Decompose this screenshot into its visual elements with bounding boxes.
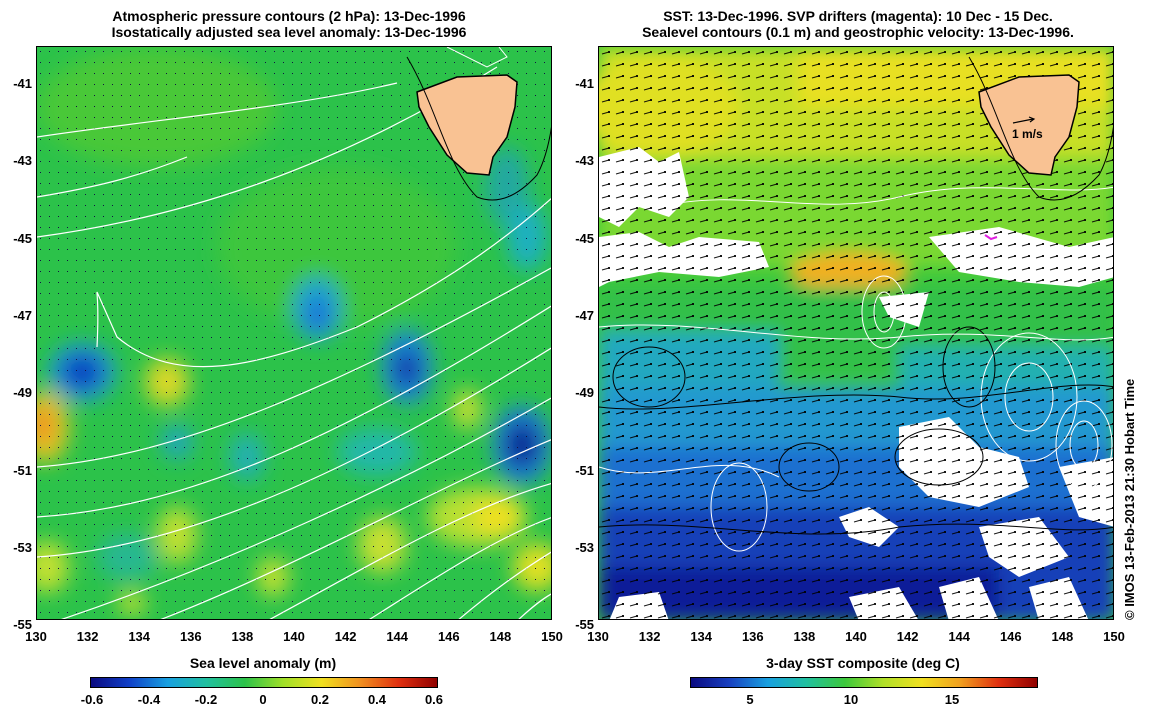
sea-level-colorbar [90, 677, 438, 688]
colorbar-tick-label: 0.6 [424, 692, 444, 707]
lon-tick-label: 148 [1051, 629, 1074, 644]
left-colorbar-title: Sea level anomaly (m) [189, 655, 337, 671]
colorbar-tick-label: 15 [944, 692, 960, 707]
right-title-line1: SST: 13-Dec-1996. SVP drifters (magenta)… [663, 8, 1053, 24]
sst-colorbar [690, 677, 1038, 688]
lon-tick-label: 148 [489, 629, 512, 644]
lon-tick-label: 140 [283, 629, 305, 644]
lon-tick-label: 132 [638, 629, 661, 644]
colorbar-tick-label: -0.2 [194, 692, 218, 707]
lat-tick-label: -49 [575, 385, 594, 401]
lat-tick-label: -45 [13, 230, 32, 246]
lon-tick-label: 130 [25, 629, 47, 644]
left-title: Atmospheric pressure contours (2 hPa): 1… [36, 8, 542, 40]
lat-tick-label: -45 [575, 230, 594, 246]
sea-level-anomaly-map [36, 46, 552, 620]
colorbar-tick-label: 5 [746, 692, 754, 707]
left-title-line2: Isostatically adjusted sea level anomaly… [111, 24, 467, 40]
lat-tick-label: -41 [575, 76, 594, 91]
lon-tick-label: 140 [845, 629, 867, 644]
lat-tick-label: -43 [575, 153, 594, 169]
lon-tick-label: 130 [587, 629, 609, 644]
colorbar-tick-label: 0 [259, 692, 267, 707]
lon-tick-label: 144 [948, 629, 971, 644]
lon-tick-label: 138 [793, 629, 816, 644]
lon-tick-label: 132 [76, 629, 99, 644]
tasmania-landmass [416, 74, 518, 176]
lon-tick-label: 138 [231, 629, 254, 644]
velocity-scale-arrow [1012, 118, 1034, 124]
svp-drifter-track [984, 234, 998, 241]
lat-tick-label: -47 [13, 307, 32, 323]
lat-tick-label: -43 [13, 153, 32, 169]
lon-tick-label: 136 [741, 629, 764, 644]
right-title-line2: Sealevel contours (0.1 m) and geostrophi… [642, 24, 1074, 40]
lon-tick-label: 146 [437, 629, 460, 644]
credit-text: © IMOS 13-Feb-2013 21:30 Hobart Time [1122, 378, 1137, 620]
lon-tick-label: 136 [179, 629, 202, 644]
lat-tick-label: -51 [575, 462, 594, 478]
right-colorbar-title: 3-day SST composite (deg C) [766, 655, 960, 671]
lat-tick-label: -55 [575, 617, 594, 633]
lon-tick-label: 142 [896, 629, 919, 644]
lon-tick-label: 146 [999, 629, 1022, 644]
lat-tick-label: -49 [13, 385, 32, 401]
lon-tick-label: 134 [690, 629, 713, 644]
colorbar-tick-label: 0.2 [310, 692, 330, 707]
velocity-scale-label: 1 m/s [1012, 127, 1043, 141]
colorbar-tick-label: -0.6 [80, 692, 104, 707]
lat-tick-label: -47 [575, 307, 594, 323]
sst-map: 1 m/s [598, 46, 1114, 620]
lon-tick-label: 144 [386, 629, 409, 644]
left-title-line1: Atmospheric pressure contours (2 hPa): 1… [112, 8, 466, 24]
colorbar-tick-label: 10 [843, 692, 859, 707]
lon-tick-label: 134 [128, 629, 151, 644]
right-title: SST: 13-Dec-1996. SVP drifters (magenta)… [600, 8, 1116, 40]
lat-tick-label: -51 [13, 462, 32, 478]
lon-tick-label: 142 [334, 629, 357, 644]
lat-tick-label: -55 [13, 617, 32, 633]
colorbar-tick-label: -0.4 [137, 692, 161, 707]
lon-tick-label: 150 [1103, 629, 1125, 644]
lat-tick-label: -53 [13, 539, 32, 555]
lat-tick-label: -53 [575, 539, 594, 555]
colorbar-tick-label: 0.4 [367, 692, 387, 707]
lon-tick-label: 150 [541, 629, 563, 644]
tasmania-landmass [978, 74, 1080, 176]
lat-tick-label: -41 [13, 76, 32, 91]
